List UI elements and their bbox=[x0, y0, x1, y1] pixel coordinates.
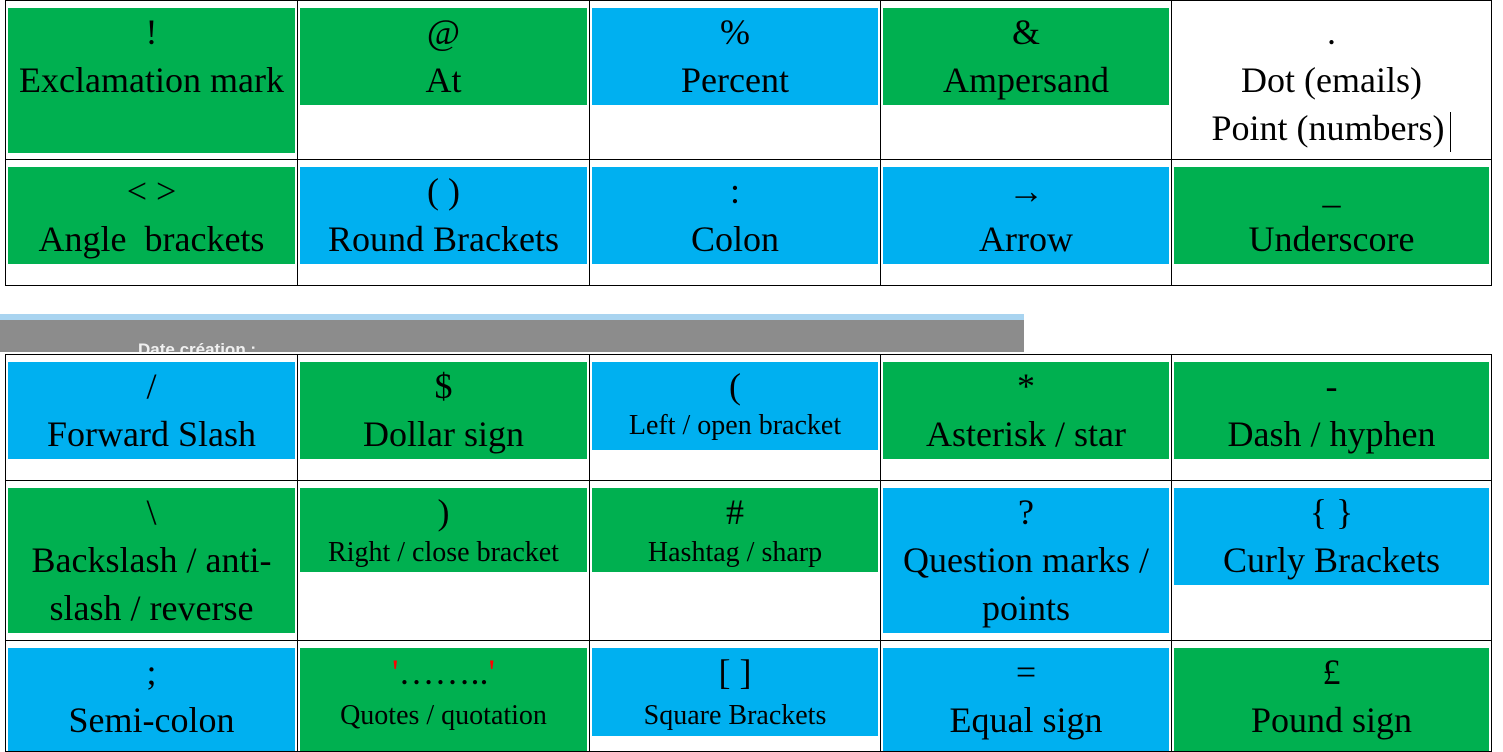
cell-arrow[interactable]: → Arrow bbox=[880, 159, 1172, 286]
label-ampersand: Ampersand bbox=[943, 60, 1109, 100]
label-right-bracket: Right / close bracket bbox=[328, 537, 559, 568]
symbol-pound-sign: £ bbox=[1322, 652, 1341, 692]
cell-underscore[interactable]: _ Underscore bbox=[1171, 159, 1492, 286]
label-point-numbers: Point (numbers) bbox=[1174, 104, 1489, 152]
symbol-backslash: \ bbox=[146, 492, 157, 532]
cell-exclamation[interactable]: ! Exclamation mark bbox=[5, 0, 298, 160]
cell-pound-sign[interactable]: £ Pound sign bbox=[1171, 640, 1492, 752]
cell-percent[interactable]: % Percent bbox=[589, 0, 881, 160]
symbol-percent: % bbox=[720, 12, 750, 52]
symbol-arrow: → bbox=[1008, 171, 1044, 211]
quote-mark-open: ' bbox=[392, 652, 399, 692]
cell-equal-sign[interactable]: = Equal sign bbox=[880, 640, 1172, 752]
label-round-brackets: Round Brackets bbox=[328, 219, 559, 259]
symbol-at: @ bbox=[426, 12, 461, 52]
symbol-quotes: '……..' bbox=[392, 652, 496, 692]
cell-round-brackets[interactable]: ( ) Round Brackets bbox=[297, 159, 590, 286]
symbol-square-brackets: [ ] bbox=[718, 652, 752, 692]
cell-quotes[interactable]: '……..' Quotes / quotation bbox=[297, 640, 590, 752]
symbol-underscore: _ bbox=[1322, 171, 1341, 211]
label-dollar: Dollar sign bbox=[363, 414, 524, 454]
label-equal-sign: Equal sign bbox=[949, 700, 1103, 740]
symbol-right-bracket: ) bbox=[437, 492, 450, 532]
symbol-dollar: $ bbox=[434, 366, 453, 406]
cell-backslash[interactable]: \ Backslash / anti-slash / reverse bbox=[5, 480, 298, 641]
cell-left-bracket[interactable]: ( Left / open bracket bbox=[589, 354, 881, 481]
symbol-hashtag: # bbox=[726, 492, 744, 532]
symbol-dot: . bbox=[1327, 12, 1336, 52]
cell-square-brackets[interactable]: [ ] Square Brackets bbox=[589, 640, 881, 752]
label-hashtag: Hashtag / sharp bbox=[647, 537, 823, 568]
label-pound-sign: Pound sign bbox=[1250, 700, 1413, 740]
label-arrow: Arrow bbox=[979, 219, 1073, 259]
symbols-table-bottom: / Forward Slash $ Dollar sign ( Left / o… bbox=[5, 354, 1492, 752]
symbol-left-bracket: ( bbox=[729, 366, 741, 406]
label-percent: Percent bbox=[681, 60, 789, 100]
symbol-equal-sign: = bbox=[1015, 652, 1037, 692]
label-at: At bbox=[425, 60, 462, 100]
date-creation-label: Date création : bbox=[138, 340, 257, 352]
symbol-forward-slash: / bbox=[146, 366, 157, 406]
label-exclamation: Exclamation mark bbox=[19, 60, 284, 100]
label-forward-slash: Forward Slash bbox=[47, 414, 256, 454]
table-row: < > Angle brackets ( ) Round Brackets : … bbox=[5, 159, 1492, 286]
symbol-exclamation: ! bbox=[145, 12, 158, 52]
symbol-curly-brackets: { } bbox=[1309, 492, 1354, 532]
quote-mark-close: ' bbox=[488, 652, 496, 692]
cell-curly-brackets[interactable]: { } Curly Brackets bbox=[1171, 480, 1492, 641]
symbol-colon: : bbox=[729, 171, 740, 211]
cell-ampersand[interactable]: & Ampersand bbox=[880, 0, 1172, 160]
cell-at[interactable]: @ At bbox=[297, 0, 590, 160]
symbol-round-brackets: ( ) bbox=[427, 171, 460, 211]
table-row: / Forward Slash $ Dollar sign ( Left / o… bbox=[5, 354, 1492, 481]
label-square-brackets: Square Brackets bbox=[643, 700, 827, 731]
cell-semicolon[interactable]: ; Semi-colon bbox=[5, 640, 298, 752]
cell-forward-slash[interactable]: / Forward Slash bbox=[5, 354, 298, 481]
label-curly-brackets: Curly Brackets bbox=[1223, 540, 1440, 580]
label-semicolon: Semi-colon bbox=[68, 700, 235, 740]
label-backslash: Backslash / anti-slash / reverse bbox=[31, 540, 272, 628]
label-underscore: Underscore bbox=[1248, 219, 1415, 259]
symbol-semicolon: ; bbox=[146, 652, 157, 692]
label-question-mark: Question marks / points bbox=[903, 540, 1149, 628]
label-angle-brackets: Angle brackets bbox=[38, 219, 265, 259]
symbols-table-top: ! Exclamation mark @ At % Percent & Ampe… bbox=[5, 0, 1492, 286]
table-row: ; Semi-colon '……..' Quotes / quotation [… bbox=[5, 640, 1492, 752]
symbol-question-mark: ? bbox=[1018, 492, 1034, 532]
label-colon: Colon bbox=[690, 219, 779, 259]
symbol-angle-brackets: < > bbox=[126, 171, 177, 211]
cell-angle-brackets[interactable]: < > Angle brackets bbox=[5, 159, 298, 286]
cell-dash[interactable]: - Dash / hyphen bbox=[1171, 354, 1492, 481]
label-asterisk: Asterisk / star bbox=[926, 414, 1126, 454]
cell-dot[interactable]: . Dot (emails) Point (numbers) bbox=[1171, 0, 1492, 160]
cell-right-bracket[interactable]: ) Right / close bracket bbox=[297, 480, 590, 641]
label-left-bracket: Left / open bracket bbox=[628, 410, 842, 441]
text-cursor bbox=[1450, 111, 1452, 152]
label-dash: Dash / hyphen bbox=[1227, 414, 1436, 454]
divider-strip: Date création : bbox=[0, 314, 1024, 352]
cell-asterisk[interactable]: * Asterisk / star bbox=[880, 354, 1172, 481]
table-row: \ Backslash / anti-slash / reverse ) Rig… bbox=[5, 480, 1492, 641]
cell-question-mark[interactable]: ? Question marks / points bbox=[880, 480, 1172, 641]
cell-hashtag[interactable]: # Hashtag / sharp bbox=[589, 480, 881, 641]
cell-colon[interactable]: : Colon bbox=[589, 159, 881, 286]
label-dot-emails: Dot (emails) bbox=[1241, 60, 1422, 100]
symbol-asterisk: * bbox=[1017, 366, 1035, 406]
table-row: ! Exclamation mark @ At % Percent & Ampe… bbox=[5, 0, 1492, 160]
cell-dollar[interactable]: $ Dollar sign bbox=[297, 354, 590, 481]
symbol-dash: - bbox=[1325, 366, 1338, 406]
symbol-ampersand: & bbox=[1011, 12, 1040, 52]
label-quotes: Quotes / quotation bbox=[340, 700, 547, 731]
